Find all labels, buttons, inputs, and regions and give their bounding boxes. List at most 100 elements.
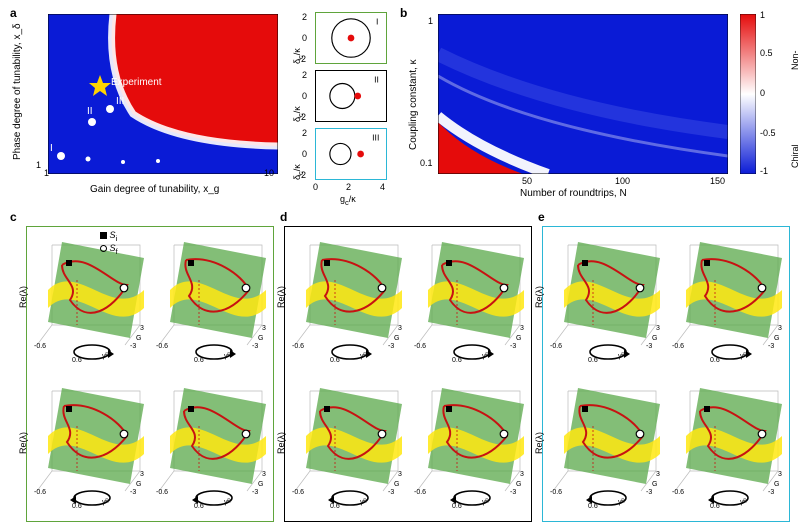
subplot-e-11: -0.6 0.6 γᴿ -3 3 G (670, 376, 788, 516)
svg-text:III: III (372, 133, 379, 143)
svg-text:3: 3 (520, 325, 524, 332)
svg-text:3: 3 (262, 325, 266, 332)
svg-text:γᴿ: γᴿ (618, 499, 626, 506)
svg-text:-3: -3 (388, 343, 394, 350)
inset-II-ytick0: 0 (302, 91, 307, 101)
svg-text:-3: -3 (388, 489, 394, 496)
inset-I: I (315, 12, 387, 64)
svg-text:3: 3 (398, 471, 402, 478)
panel-b-xlabel: Number of roundtrips, N (520, 188, 627, 199)
svg-text:I: I (50, 143, 53, 154)
inset-xtick0: 0 (313, 182, 318, 192)
inset-III-ytick2: 2 (302, 128, 307, 138)
label-a: a (10, 6, 17, 20)
svg-text:Experiment: Experiment (111, 77, 162, 88)
svg-text:γᴿ: γᴿ (482, 499, 490, 506)
svg-text:0.6: 0.6 (194, 503, 204, 510)
svg-text:-0.6: -0.6 (672, 489, 684, 496)
svg-text:γᴿ: γᴿ (740, 353, 748, 360)
svg-text:G: G (516, 335, 521, 342)
subplot-d-01: -0.6 0.6 γᴿ -3 3 G (412, 230, 530, 370)
svg-text:G: G (258, 335, 263, 342)
zaxis-label: Re(λ) (18, 432, 28, 454)
svg-text:I: I (376, 17, 378, 27)
cb-tick-0: 0 (760, 88, 765, 98)
svg-text:0.6: 0.6 (710, 357, 720, 364)
svg-text:G: G (652, 481, 657, 488)
panel-b-xtick-150: 150 (710, 176, 725, 186)
svg-text:-0.6: -0.6 (550, 343, 562, 350)
svg-text:3: 3 (656, 325, 660, 332)
svg-text:-0.6: -0.6 (672, 343, 684, 350)
svg-text:-3: -3 (252, 489, 258, 496)
legend-si-sf: Si Sf (100, 230, 118, 256)
zaxis-label: Re(λ) (276, 286, 286, 308)
svg-text:II: II (87, 106, 93, 117)
svg-text:G: G (774, 335, 779, 342)
svg-text:-0.6: -0.6 (156, 489, 168, 496)
svg-text:-0.6: -0.6 (156, 343, 168, 350)
subplot-c-11: -0.6 0.6 γᴿ -3 3 G (154, 376, 272, 516)
svg-text:-3: -3 (252, 343, 258, 350)
inset-xtick4: 4 (380, 182, 385, 192)
svg-text:γᴿ: γᴿ (102, 353, 110, 360)
inset-II-ytick2: 2 (302, 70, 307, 80)
subplot-d-10: -0.6 0.6 γᴿ -3 3 G (290, 376, 408, 516)
panel-a-xtick-10: 10 (264, 168, 274, 178)
svg-text:-0.6: -0.6 (34, 489, 46, 496)
panel-a-insets-container: I 2 0 -2 II 2 0 -2 III 2 0 -2 0 2 4 δc/κ… (300, 12, 390, 187)
svg-text:-0.6: -0.6 (292, 343, 304, 350)
panel-a-ytick-1: 1 (36, 160, 41, 170)
inset-III-ytick0: 0 (302, 149, 307, 159)
svg-text:0.6: 0.6 (588, 357, 598, 364)
cb-bot-label: Chiral (790, 144, 800, 168)
svg-text:G: G (394, 481, 399, 488)
panel-a-xlabel: Gain degree of tunability, x_g (90, 184, 219, 195)
svg-text:3: 3 (140, 471, 144, 478)
label-e: e (538, 210, 545, 224)
subplot-e-01: -0.6 0.6 γᴿ -3 3 G (670, 230, 788, 370)
svg-text:0.6: 0.6 (588, 503, 598, 510)
svg-text:3: 3 (140, 325, 144, 332)
subplot-d-11: -0.6 0.6 γᴿ -3 3 G (412, 376, 530, 516)
zaxis-label: Re(λ) (276, 432, 286, 454)
svg-text:G: G (258, 481, 263, 488)
svg-text:G: G (394, 335, 399, 342)
inset-II: II (315, 70, 387, 122)
svg-text:-3: -3 (510, 343, 516, 350)
zaxis-label: Re(λ) (18, 286, 28, 308)
panel-b-ytick-1: 1 (428, 16, 433, 26)
svg-text:3: 3 (778, 471, 782, 478)
svg-text:γᴿ: γᴿ (360, 353, 368, 360)
svg-text:-3: -3 (768, 489, 774, 496)
panel-b-xtick-50: 50 (522, 176, 532, 186)
svg-text:0.6: 0.6 (452, 503, 462, 510)
svg-text:0.6: 0.6 (72, 357, 82, 364)
svg-text:γᴿ: γᴿ (102, 499, 110, 506)
svg-text:0.6: 0.6 (330, 503, 340, 510)
svg-text:3: 3 (656, 471, 660, 478)
zaxis-label: Re(λ) (534, 432, 544, 454)
subplot-e-00: -0.6 0.6 γᴿ -3 3 G (548, 230, 666, 370)
label-c: c (10, 210, 17, 224)
svg-text:3: 3 (398, 325, 402, 332)
zaxis-label: Re(λ) (534, 286, 544, 308)
svg-text:0.6: 0.6 (72, 503, 82, 510)
subplot-d-00: -0.6 0.6 γᴿ -3 3 G (290, 230, 408, 370)
subplot-c-01: -0.6 0.6 γᴿ -3 3 G (154, 230, 272, 370)
svg-text:G: G (136, 481, 141, 488)
svg-text:-3: -3 (646, 343, 652, 350)
cb-tick-05: 0.5 (760, 48, 773, 58)
svg-text:γᴿ: γᴿ (224, 499, 232, 506)
svg-text:-0.6: -0.6 (550, 489, 562, 496)
panel-b-ytick-01: 0.1 (420, 158, 433, 168)
inset-ylabel-III: δc/κ (292, 164, 305, 180)
panel-b-ylabel: Coupling constant, κ (408, 59, 419, 150)
svg-text:γᴿ: γᴿ (482, 353, 490, 360)
subplot-c-10: -0.6 0.6 γᴿ -3 3 G (32, 376, 150, 516)
svg-text:II: II (374, 75, 379, 85)
svg-text:γᴿ: γᴿ (224, 353, 232, 360)
panel-b-xtick-100: 100 (615, 176, 630, 186)
panel-b-heatmap (438, 14, 728, 174)
label-b: b (400, 6, 407, 20)
